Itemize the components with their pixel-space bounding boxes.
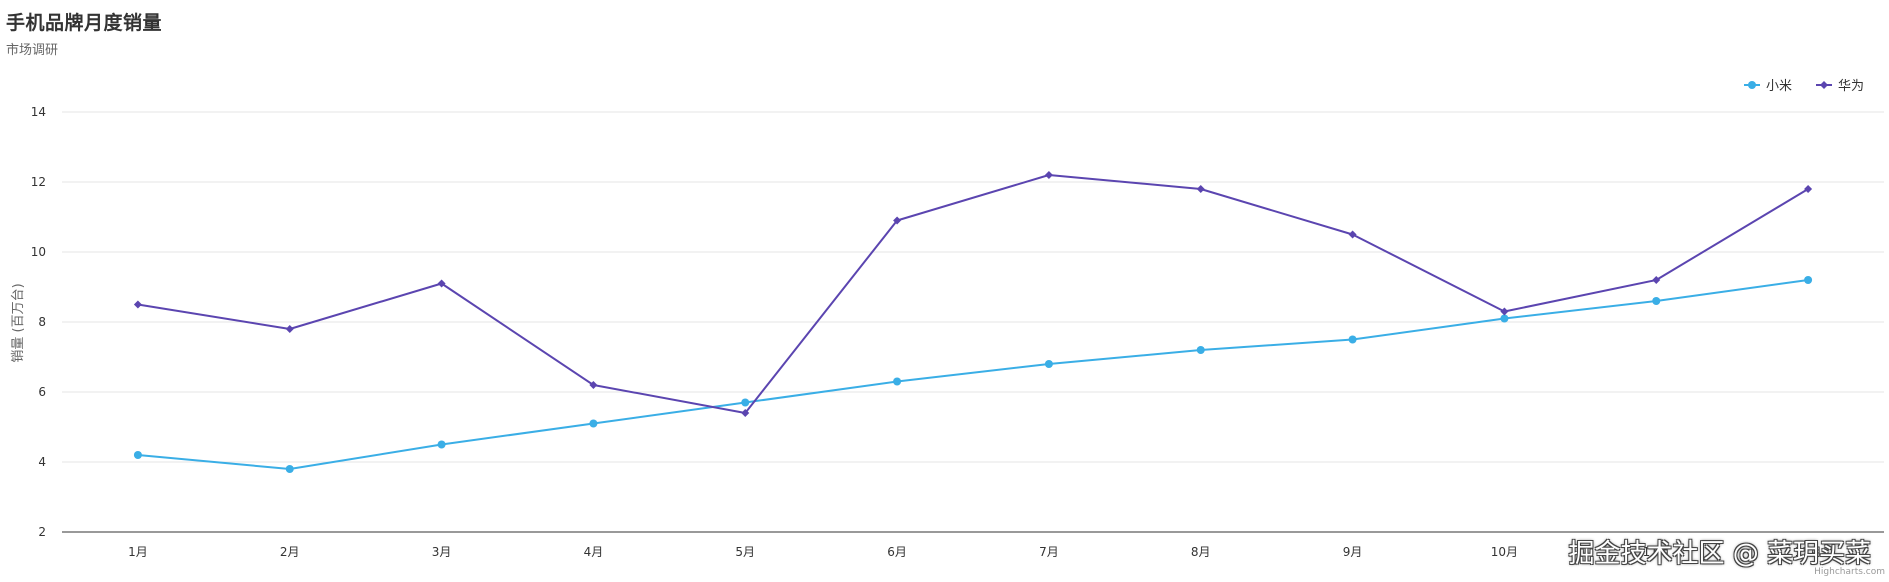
x-tick-label: 11月 bbox=[1643, 545, 1670, 559]
series-2 bbox=[133, 171, 1813, 417]
data-point-diamond[interactable] bbox=[1348, 230, 1357, 239]
x-tick-label: 6月 bbox=[887, 545, 907, 559]
data-point-circle[interactable] bbox=[1500, 314, 1509, 323]
series-1 bbox=[133, 276, 1813, 473]
data-point-diamond[interactable] bbox=[741, 409, 750, 417]
data-point-circle[interactable] bbox=[133, 451, 142, 459]
legend-label: 小米 bbox=[1766, 79, 1792, 94]
data-point-circle[interactable] bbox=[285, 465, 294, 473]
data-point-diamond[interactable] bbox=[589, 381, 598, 389]
data-point-circle[interactable] bbox=[1196, 346, 1205, 354]
legend-marker-circle bbox=[1748, 81, 1756, 89]
data-point-circle[interactable] bbox=[1804, 276, 1813, 284]
series-line bbox=[137, 279, 1809, 470]
y-tick-label: 10 bbox=[31, 245, 46, 259]
chart-subtitle: 市场调研 bbox=[6, 43, 59, 58]
x-tick-label: 2月 bbox=[280, 545, 300, 559]
series-line bbox=[137, 174, 1809, 414]
data-point-diamond[interactable] bbox=[437, 279, 446, 288]
y-axis: 2 4 6 8 10 12 14 bbox=[31, 105, 46, 539]
series-layer bbox=[133, 171, 1813, 473]
grid-lines bbox=[62, 111, 1884, 463]
x-tick-label: 1月 bbox=[128, 545, 148, 559]
x-tick-label: 9月 bbox=[1343, 545, 1363, 559]
x-tick-label: 3月 bbox=[432, 545, 452, 559]
legend-item[interactable]: 小米 bbox=[1744, 79, 1792, 94]
data-point-diamond[interactable] bbox=[1500, 307, 1509, 316]
data-point-circle[interactable] bbox=[1044, 360, 1053, 368]
x-tick-label: 12月 bbox=[1794, 545, 1821, 559]
watermark-text: 掘金技术社区 @ 菜玥买菜 bbox=[1568, 539, 1871, 569]
legend[interactable]: 小米 华为 bbox=[1744, 79, 1864, 94]
data-point-circle[interactable] bbox=[1652, 297, 1661, 305]
x-tick-label: 4月 bbox=[584, 545, 604, 559]
legend-label: 华为 bbox=[1838, 79, 1864, 94]
data-point-circle[interactable] bbox=[741, 398, 750, 407]
credits-link[interactable]: Highcharts.com bbox=[1814, 567, 1885, 577]
x-tick-label: 7月 bbox=[1039, 545, 1059, 559]
data-point-diamond[interactable] bbox=[1804, 185, 1813, 193]
y-tick-label: 6 bbox=[38, 385, 46, 399]
y-tick-label: 4 bbox=[38, 455, 46, 469]
data-point-diamond[interactable] bbox=[285, 325, 294, 333]
y-tick-label: 2 bbox=[38, 525, 46, 539]
data-point-circle[interactable] bbox=[893, 377, 902, 386]
x-tick-label: 5月 bbox=[735, 545, 755, 559]
y-axis-title: 销量 (百万台) bbox=[11, 283, 26, 362]
x-axis: 1月 2月 3月 4月 5月 6月 7月 8月 9月 10月 11月 12月 bbox=[62, 531, 1884, 559]
data-point-diamond[interactable] bbox=[1652, 276, 1661, 284]
data-point-diamond[interactable] bbox=[1044, 171, 1053, 179]
data-point-circle[interactable] bbox=[589, 419, 598, 428]
data-point-circle[interactable] bbox=[437, 440, 446, 449]
legend-marker-diamond bbox=[1820, 81, 1828, 89]
y-tick-label: 14 bbox=[31, 105, 46, 119]
data-point-diamond[interactable] bbox=[893, 216, 902, 225]
data-point-diamond[interactable] bbox=[1196, 185, 1205, 193]
data-point-diamond[interactable] bbox=[133, 300, 142, 309]
x-tick-label: 8月 bbox=[1191, 545, 1211, 559]
chart-title: 手机品牌月度销量 bbox=[6, 12, 163, 34]
legend-item[interactable]: 华为 bbox=[1816, 79, 1864, 94]
x-tick-label: 10月 bbox=[1491, 545, 1518, 559]
y-tick-label: 12 bbox=[31, 175, 46, 189]
data-point-circle[interactable] bbox=[1348, 335, 1357, 344]
y-tick-label: 8 bbox=[38, 315, 46, 329]
